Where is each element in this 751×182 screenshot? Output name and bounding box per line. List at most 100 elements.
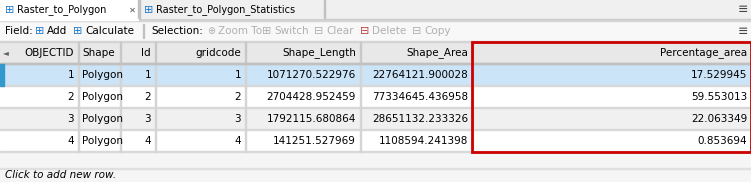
Text: 2: 2 (234, 92, 241, 102)
Bar (0, 42, 751, 64)
Bar (245, 64, 246, 86)
Bar (324, 0, 325, 18)
Text: Selection:: Selection: (151, 26, 203, 36)
Text: 2704428.952459: 2704428.952459 (267, 92, 356, 102)
Text: 0.853694: 0.853694 (698, 136, 747, 146)
Bar (78, 130, 79, 152)
Bar (0, 41, 751, 42)
Text: 4: 4 (144, 136, 151, 146)
Text: 28651132.233326: 28651132.233326 (372, 114, 468, 124)
Bar (472, 108, 473, 130)
Text: Raster_to_Polygon: Raster_to_Polygon (17, 5, 107, 15)
Text: 22.063349: 22.063349 (691, 114, 747, 124)
Bar (155, 130, 156, 152)
Bar (245, 130, 246, 152)
Bar (245, 108, 246, 130)
Text: 141251.527969: 141251.527969 (273, 136, 356, 146)
Bar (138, 0, 139, 20)
Text: ⊟: ⊟ (314, 26, 324, 36)
Text: Polygon: Polygon (82, 70, 123, 80)
Bar (0, 0, 751, 20)
Bar (472, 64, 473, 86)
Bar (360, 42, 361, 64)
Text: Zoom To: Zoom To (218, 26, 262, 36)
Text: Add: Add (47, 26, 68, 36)
Bar (0, 107, 751, 108)
Text: 4: 4 (234, 136, 241, 146)
Bar (0, 19, 751, 20)
Bar (78, 108, 79, 130)
Text: Switch: Switch (274, 26, 309, 36)
Text: ⊟: ⊟ (412, 26, 421, 36)
Text: Copy: Copy (424, 26, 451, 36)
Text: 1: 1 (144, 70, 151, 80)
Text: 1: 1 (68, 70, 74, 80)
Text: 1108594.241398: 1108594.241398 (379, 136, 468, 146)
Bar (472, 130, 473, 152)
Bar (143, 24, 144, 38)
Text: Shape_Area: Shape_Area (406, 48, 468, 58)
Bar (0, 151, 751, 152)
Text: ◄: ◄ (3, 48, 9, 58)
Text: ⊞: ⊞ (262, 26, 271, 36)
Bar (78, 64, 79, 86)
Text: OBJECTID: OBJECTID (25, 48, 74, 58)
Text: 3: 3 (144, 114, 151, 124)
Text: Polygon: Polygon (82, 92, 123, 102)
Bar (360, 108, 361, 130)
Text: ⊞: ⊞ (35, 26, 44, 36)
Bar (472, 86, 473, 108)
Text: ⊕: ⊕ (207, 26, 215, 36)
Text: 22764121.900028: 22764121.900028 (372, 70, 468, 80)
Bar (139, 0, 140, 18)
Text: Polygon: Polygon (82, 114, 123, 124)
Text: ✕: ✕ (129, 5, 136, 15)
Text: 1792115.680864: 1792115.680864 (267, 114, 356, 124)
Bar (120, 42, 121, 64)
Bar (120, 86, 121, 108)
Bar (0, 0, 138, 20)
Text: 1: 1 (234, 70, 241, 80)
Bar (155, 86, 156, 108)
Text: Id: Id (141, 48, 151, 58)
Bar (360, 130, 361, 152)
Bar (0, 64, 751, 86)
Bar (472, 42, 751, 152)
Bar (139, 0, 324, 18)
Bar (0, 85, 751, 86)
Bar (0, 64, 4, 86)
Bar (120, 130, 121, 152)
Bar (0, 129, 751, 130)
Bar (0, 63, 751, 64)
Text: 4: 4 (68, 136, 74, 146)
Text: ≡: ≡ (737, 25, 748, 37)
Text: Field:: Field: (5, 26, 33, 36)
Text: 3: 3 (234, 114, 241, 124)
Bar (0, 86, 751, 108)
Text: Clear: Clear (326, 26, 354, 36)
Text: Shape_Length: Shape_Length (282, 48, 356, 58)
Bar (0, 168, 751, 169)
Text: 17.529945: 17.529945 (691, 70, 747, 80)
Text: Delete: Delete (372, 26, 406, 36)
Bar (155, 108, 156, 130)
Text: ⊞: ⊞ (5, 5, 14, 15)
Bar (78, 42, 79, 64)
Bar (472, 42, 473, 64)
Text: Click to add new row.: Click to add new row. (5, 170, 116, 180)
Bar (155, 42, 156, 64)
Bar (120, 108, 121, 130)
Text: Calculate: Calculate (85, 26, 134, 36)
Bar (0, 20, 751, 42)
Bar (0, 108, 751, 130)
Text: Shape: Shape (82, 48, 115, 58)
Text: Raster_to_Polygon_Statistics: Raster_to_Polygon_Statistics (156, 5, 295, 15)
Text: ⊟: ⊟ (360, 26, 369, 36)
Text: Percentage_area: Percentage_area (660, 48, 747, 58)
Text: ⊞: ⊞ (73, 26, 83, 36)
Text: ≡: ≡ (737, 3, 748, 17)
Text: 2: 2 (68, 92, 74, 102)
Text: 1071270.522976: 1071270.522976 (267, 70, 356, 80)
Bar (245, 42, 246, 64)
Text: 3: 3 (68, 114, 74, 124)
